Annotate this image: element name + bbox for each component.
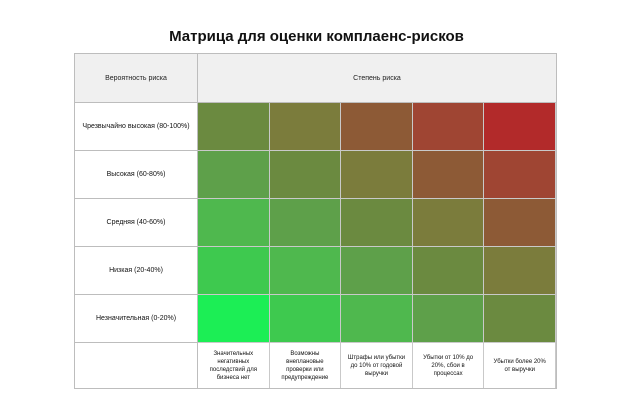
heatmap-cell	[484, 295, 556, 343]
column-label: Возможны внеплановые проверки или предуп…	[270, 343, 342, 388]
heatmap-cell	[484, 151, 556, 199]
heatmap-cell	[341, 151, 413, 199]
corner-blank	[75, 343, 198, 388]
row-label: Незначительная (0-20%)	[75, 295, 198, 343]
heatmap-cell	[269, 103, 342, 151]
row-label: Высокая (60-80%)	[75, 151, 198, 199]
row-label: Низкая (20-40%)	[75, 247, 198, 295]
column-label: Убытки более 20% от выручки	[484, 343, 556, 388]
heatmap-cell	[484, 247, 556, 295]
heatmap-cell	[198, 295, 270, 343]
column-label: Убытки от 10% до 20%, сбои в процессах	[413, 343, 485, 388]
heatmap-cell	[198, 247, 270, 295]
column-label: Штрафы или убытки до 10% от годовой выру…	[341, 343, 413, 388]
chart-title: Матрица для оценки комплаенс-рисков	[169, 28, 464, 45]
heatmap-cell	[484, 103, 556, 151]
heatmap-cell	[412, 295, 485, 343]
heatmap-cell	[341, 199, 413, 247]
probability-header: Вероятность риска	[75, 54, 198, 103]
heatmap-cell	[484, 199, 556, 247]
heatmap-cell	[269, 295, 342, 343]
row-label: Чрезвычайно высокая (80-100%)	[75, 103, 198, 151]
heatmap-cell	[341, 295, 413, 343]
heatmap-cell	[412, 103, 485, 151]
heatmap-cell	[198, 199, 270, 247]
heatmap-cell	[198, 151, 270, 199]
heatmap-cell	[269, 199, 342, 247]
heatmap-cell	[412, 151, 485, 199]
heatmap-cell	[412, 247, 485, 295]
severity-header: Степень риска	[198, 54, 556, 103]
heatmap-cell	[198, 103, 270, 151]
heatmap-cell	[341, 103, 413, 151]
heatmap-cell	[269, 151, 342, 199]
heatmap-cell	[341, 247, 413, 295]
risk-matrix: Вероятность риска Степень риска Чрезвыча…	[74, 53, 557, 389]
heatmap-cell	[412, 199, 485, 247]
heatmap-cell	[269, 247, 342, 295]
column-label: Значительных негативных последствий для …	[198, 343, 270, 388]
row-label: Средняя (40-60%)	[75, 199, 198, 247]
